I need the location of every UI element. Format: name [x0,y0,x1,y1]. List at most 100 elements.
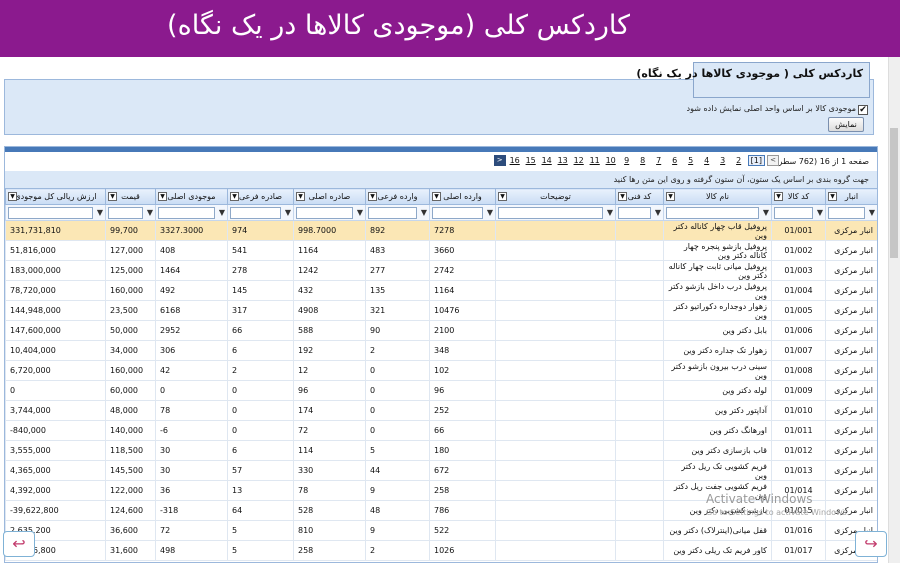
pager-page-link[interactable]: 4 [704,156,710,165]
column-filter-input[interactable] [296,207,353,219]
table-row[interactable]: انبار مرکزی 01/002 پروفیل بازشو پنجره چهار… [5,240,877,261]
main-unit-checkbox[interactable]: ✔ [858,105,868,115]
table-cell: 122,000 [105,480,156,501]
table-row[interactable]: انبار مرکزی 01/003 پروفیل میانی ثابت چهار … [5,260,877,281]
filter-icon[interactable]: ▼ [486,208,493,217]
pager-page-link[interactable]: 16 [509,156,520,165]
column-dropdown-icon[interactable]: ▼ [108,192,117,201]
return-arrow-icon[interactable]: ↩ [3,531,35,557]
table-row[interactable]: انبار مرکزی 01/011 اورهانگ دکتر وین 66 0 72 0-… [5,420,877,441]
table-cell: 2100 [429,320,496,341]
column-header[interactable]: انبار ▼ [825,188,877,205]
column-dropdown-icon[interactable]: ▼ [158,192,167,201]
column-filter-input[interactable] [618,207,651,219]
column-header[interactable]: توضیحات ▼ [495,188,616,205]
table-row[interactable]: انبار مرکزی 01/001 پروفیل قاب چهار کاناله … [5,220,877,241]
table-row[interactable]: انبار مرکزی 01/013 فریم کشویی تک ریل دکتر … [5,460,877,481]
pager-page-link[interactable]: 6 [672,156,678,165]
column-filter-input[interactable] [108,207,143,219]
filter-icon[interactable]: ▼ [420,208,427,217]
return-arrow-icon[interactable]: ↪ [855,531,887,557]
filter-icon[interactable]: ▼ [762,208,769,217]
column-header[interactable]: کد فنی ▼ [615,188,664,205]
column-header-label: وارده فرعی [377,192,418,201]
pager-page-link[interactable]: 12 [573,156,584,165]
filter-icon[interactable]: ▼ [868,208,875,217]
column-filter-input[interactable] [828,207,865,219]
column-filter-input[interactable] [498,207,603,219]
table-row[interactable]: انبار مرکزی 01/012 قاب بازسازی دکتر وین 180… [5,440,877,461]
table-row[interactable]: انبار مرکزی 01/007 زهوار تک جداره دکتر وین… [5,340,877,361]
table-row[interactable]: انبار مرکزی 01/017 کاور فریم تک ریلی دکتر … [5,540,877,561]
filter-icon[interactable]: ▼ [816,208,823,217]
column-dropdown-icon[interactable]: ▼ [8,192,17,201]
column-dropdown-icon[interactable]: ▼ [666,192,675,201]
table-row[interactable]: انبار مرکزی 01/008 سینی درب بیرون بازشو دک… [5,360,877,381]
pager-page-link[interactable]: 8 [640,156,646,165]
filter-icon[interactable]: ▼ [96,208,103,217]
column-header[interactable]: نام کالا ▼ [663,188,772,205]
table-cell: 1164 [293,240,366,261]
column-header[interactable]: صادره فرعی ▼ [227,188,294,205]
scroll-thumb[interactable] [890,128,898,258]
table-row[interactable]: انبار مرکزی 01/004 پروفیل درب داخل بازشو د… [5,280,877,301]
pager-next-button[interactable]: > [493,155,506,166]
table-cell: 57 [227,460,294,481]
column-dropdown-icon[interactable]: ▼ [774,192,783,201]
table-row[interactable]: انبار مرکزی 01/006 بابل دکتر وین 2100 90 588 6… [5,320,877,341]
table-row[interactable]: انبار مرکزی 01/009 لوله دکتر وین 96 0 96 0 0 60,… [5,380,877,401]
table-cell: 114 [293,440,366,461]
column-header[interactable]: وارده فرعی ▼ [365,188,430,205]
pager-page-link[interactable]: 10 [605,156,616,165]
pager-page-link[interactable]: 5 [688,156,694,165]
column-filter-input[interactable] [666,207,759,219]
column-dropdown-icon[interactable]: ▼ [296,192,305,201]
filter-icon[interactable]: ▼ [606,208,613,217]
column-header[interactable]: ارزش ریالی کل موجودی ▼ [5,188,106,205]
column-dropdown-icon[interactable]: ▼ [368,192,377,201]
column-header[interactable]: صادره اصلی ▼ [293,188,366,205]
filter-icon[interactable]: ▼ [654,208,661,217]
column-header[interactable]: موجودی اصلی ▼ [155,188,228,205]
column-dropdown-icon[interactable]: ▼ [230,192,239,201]
column-filter-input[interactable] [368,207,417,219]
table-row[interactable]: انبار مرکزی 01/005 زهوار دوجداره دکوراتیو … [5,300,877,321]
table-cell: 2 [365,340,430,361]
table-cell: 3,555,000 [5,440,106,461]
column-filter-input[interactable] [158,207,215,219]
pager-page-link[interactable]: 13 [557,156,568,165]
filter-icon[interactable]: ▼ [146,208,153,217]
show-button[interactable]: نمایش [828,117,864,132]
table-cell: 4908 [293,300,366,321]
pager-page-link[interactable]: 9 [624,156,630,165]
table-cell [495,380,616,401]
filter-icon[interactable]: ▼ [284,208,291,217]
pager-page-link[interactable]: 14 [541,156,552,165]
table-row[interactable]: انبار مرکزی 01/016 قفل میانی(اینترلاک) دکت… [5,520,877,541]
column-dropdown-icon[interactable]: ▼ [828,192,837,201]
pager-page-link[interactable]: [1] [747,155,765,166]
column-filter-input[interactable] [8,207,93,219]
column-header[interactable]: قیمت ▼ [105,188,156,205]
pager-page-link[interactable]: 7 [656,156,662,165]
table-cell: 78 [293,480,366,501]
pager-page-link[interactable]: 15 [525,156,536,165]
column-filter-input[interactable] [432,207,483,219]
pager-page-link[interactable]: 2 [736,156,742,165]
table-cell: لوله دکتر وین [663,380,772,401]
pager-page-link[interactable]: 11 [589,156,600,165]
pager-prev-button[interactable]: < [767,155,779,166]
column-header[interactable]: وارده اصلی ▼ [429,188,496,205]
pager-page-link[interactable]: 3 [720,156,726,165]
column-dropdown-icon[interactable]: ▼ [432,192,441,201]
column-dropdown-icon[interactable]: ▼ [498,192,507,201]
filter-icon[interactable]: ▼ [218,208,225,217]
column-filter-input[interactable] [230,207,281,219]
column-filter-input[interactable] [774,207,813,219]
column-dropdown-icon[interactable]: ▼ [618,192,627,201]
column-header-label: کد فنی [627,192,652,201]
column-header[interactable]: کد کالا ▼ [771,188,826,205]
table-row[interactable]: انبار مرکزی 01/014 فریم کشویی جفت ریل دکتر… [5,480,877,501]
filter-icon[interactable]: ▼ [356,208,363,217]
table-row[interactable]: انبار مرکزی 01/010 آداپتور دکتر وین 252 0 174… [5,400,877,421]
